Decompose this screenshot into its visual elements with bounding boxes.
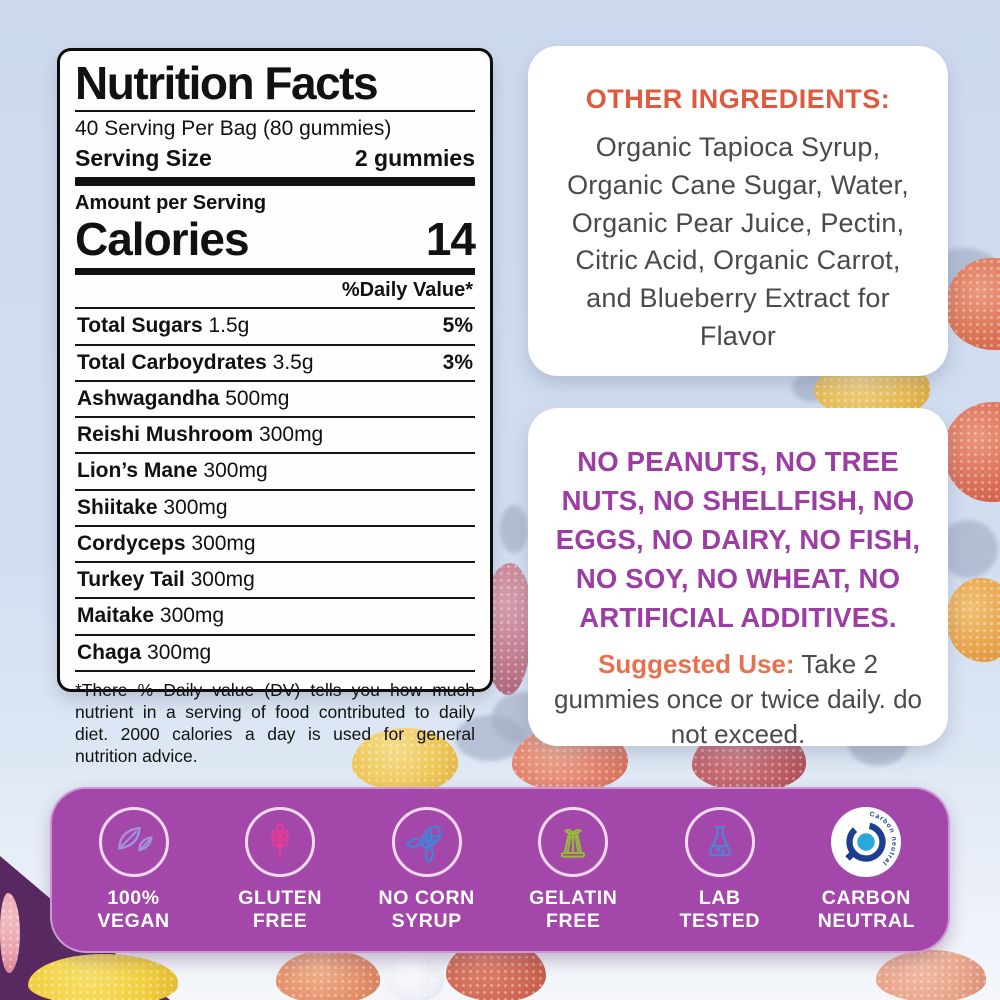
nutrition-facts-title: Nutrition Facts bbox=[75, 57, 379, 109]
daily-value-footnote: *There % Daily value (DV) tells you how … bbox=[75, 679, 475, 767]
flask-icon bbox=[684, 807, 755, 877]
corn-icon bbox=[391, 807, 462, 877]
leaf-icon bbox=[98, 807, 169, 877]
badge-carbon-neutral: Carbon neutral CARBON NEUTRAL bbox=[793, 807, 939, 933]
amount-per-serving-label: Amount per Serving bbox=[75, 192, 267, 215]
gummy-red bbox=[944, 402, 1000, 502]
badge-100-vegan: 100% VEGAN bbox=[61, 807, 207, 933]
badge-label: NO CORN SYRUP bbox=[378, 887, 475, 932]
suggested-use: Suggested Use: Take 2 gummies once or tw… bbox=[548, 647, 928, 752]
allergen-statement: NO PEANUTS, NO TREE NUTS, NO SHELLFISH, … bbox=[555, 446, 921, 634]
badge-label: CARBON NEUTRAL bbox=[817, 887, 916, 932]
calories-label: Calories bbox=[75, 213, 250, 266]
gummy-salmon bbox=[512, 726, 628, 792]
gummy-pink-bear bbox=[0, 893, 20, 973]
daily-value-header: %Daily Value* bbox=[341, 279, 473, 302]
serving-size-label: Serving Size bbox=[75, 145, 212, 172]
badge-label: 100% VEGAN bbox=[97, 887, 170, 932]
table-row: Shiitake 300mg bbox=[75, 488, 475, 525]
badge-label: GLUTEN FREE bbox=[238, 887, 322, 932]
badge-gluten-free: GLUTEN FREE bbox=[207, 807, 353, 933]
calories-row: Calories 14 bbox=[75, 213, 476, 266]
suggested-use-text: Take 2 gummies once or twice daily. do n… bbox=[553, 649, 922, 750]
badge-label: GELATIN FREE bbox=[529, 887, 618, 932]
gelatin-icon bbox=[538, 807, 609, 877]
other-ingredients-text: Organic Tapioca Syrup, Organic Cane Suga… bbox=[567, 132, 909, 351]
table-row: Ashwagandha 500mg bbox=[75, 379, 475, 416]
table-row: Total Sugars 1.5g 5% bbox=[75, 307, 475, 343]
gummy-salmon bbox=[876, 950, 986, 1000]
nutrient-table: Total Sugars 1.5g 5% Total Carboydrates 3… bbox=[75, 307, 475, 672]
gummy-orange bbox=[946, 578, 1000, 662]
badge-lab-tested: LAB TESTED bbox=[647, 807, 793, 933]
thick-divider bbox=[75, 268, 475, 276]
nutrition-facts-panel: Nutrition Facts 40 Serving Per Bag (80 g… bbox=[57, 48, 493, 766]
gummy-salmon bbox=[276, 950, 380, 1000]
suggested-use-label: Suggested Use: bbox=[598, 649, 795, 680]
gummy-shadow bbox=[500, 505, 528, 553]
divider bbox=[75, 110, 475, 113]
servings-per-bag: 40 Serving Per Bag (80 gummies) bbox=[75, 117, 392, 141]
allergen-panel: NO PEANUTS, NO TREE NUTS, NO SHELLFISH, … bbox=[528, 408, 948, 749]
serving-size-value: 2 gummies bbox=[354, 145, 475, 172]
table-row: Reishi Mushroom 300mg bbox=[75, 416, 475, 452]
carbon-neutral-icon: Carbon neutral bbox=[831, 807, 902, 877]
feature-badge-bar: 100% VEGAN GLUTEN FREE bbox=[50, 787, 950, 953]
calories-value: 14 bbox=[425, 213, 476, 266]
gummy-yellow bbox=[28, 954, 178, 1000]
other-ingredients-panel: OTHER INGREDIENTS: Organic Tapioca Syrup… bbox=[528, 46, 948, 376]
table-row: Turkey Tail 300mg bbox=[75, 561, 475, 597]
badge-label: LAB TESTED bbox=[679, 887, 761, 932]
badge-no-corn-syrup: NO CORN SYRUP bbox=[354, 807, 500, 933]
thick-divider bbox=[75, 177, 475, 187]
table-row: Cordyceps 300mg bbox=[75, 524, 475, 561]
table-row: Lion’s Mane 300mg bbox=[75, 452, 475, 488]
table-row: Maitake 300mg bbox=[75, 597, 475, 633]
gummy-shadow bbox=[938, 520, 998, 578]
wheat-icon bbox=[245, 807, 316, 877]
gummy-yellow bbox=[352, 728, 458, 792]
table-row: Total Carboydrates 3.5g 3% bbox=[75, 343, 475, 380]
gummy-pale bbox=[386, 956, 444, 1000]
other-ingredients-heading: OTHER INGREDIENTS: bbox=[585, 84, 891, 114]
serving-size-row: Serving Size 2 gummies bbox=[75, 143, 475, 177]
table-row: Chaga 300mg bbox=[75, 633, 475, 670]
badge-gelatin-free: GELATIN FREE bbox=[500, 807, 646, 933]
